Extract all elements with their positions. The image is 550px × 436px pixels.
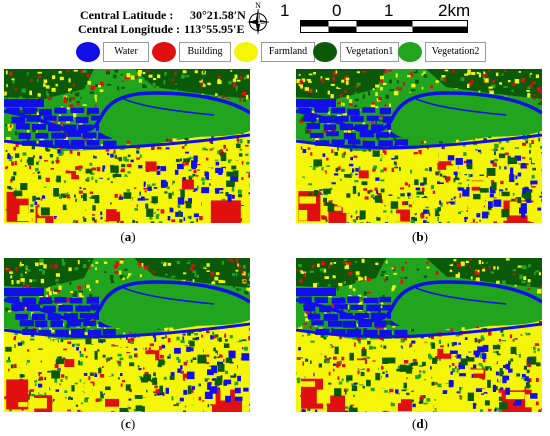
legend-label-vegetation2: Vegetation2 [425,42,486,62]
caption-b: (b) [412,229,428,244]
caption-d: (d) [412,416,428,431]
latitude-value: 30°21.58′N [190,8,246,22]
scale-label-1-right: 1 [384,1,394,20]
map-panel-a [4,69,250,223]
north-arrow-icon: N [245,0,271,40]
map-panel-d [296,258,542,412]
legend-swatch-vegetation1 [313,42,337,62]
legend: Water Building Farmland Vegetation1 Vege… [0,40,550,64]
legend-swatch-farmland [234,42,258,62]
scale-label-1-left: 1 [280,1,290,20]
classification-map [296,258,542,412]
longitude-value: 113°55.95′E [184,22,245,36]
legend-label-water: Water [103,42,149,62]
scale-label-2km: 2km [438,1,471,20]
caption-c: (c) [120,416,136,431]
legend-label-vegetation1: Vegetation1 [340,42,399,62]
scale-bar: 1 0 1 2km [278,2,548,42]
legend-swatch-building [152,42,176,62]
legend-swatch-water [76,42,100,62]
north-label: N [255,1,261,10]
classification-map [296,69,542,223]
map-panel-b [296,69,542,223]
latitude-label: Central Latitude : [80,8,174,22]
longitude-label: Central Longitude : [78,22,180,36]
legend-label-building: Building [179,42,231,62]
classification-map [4,258,250,412]
legend-swatch-vegetation2 [398,42,422,62]
legend-label-farmland: Farmland [261,42,315,62]
scale-label-0: 0 [332,1,342,20]
caption-a: (a) [120,229,136,244]
classification-map [4,69,250,223]
map-panel-c [4,258,250,412]
